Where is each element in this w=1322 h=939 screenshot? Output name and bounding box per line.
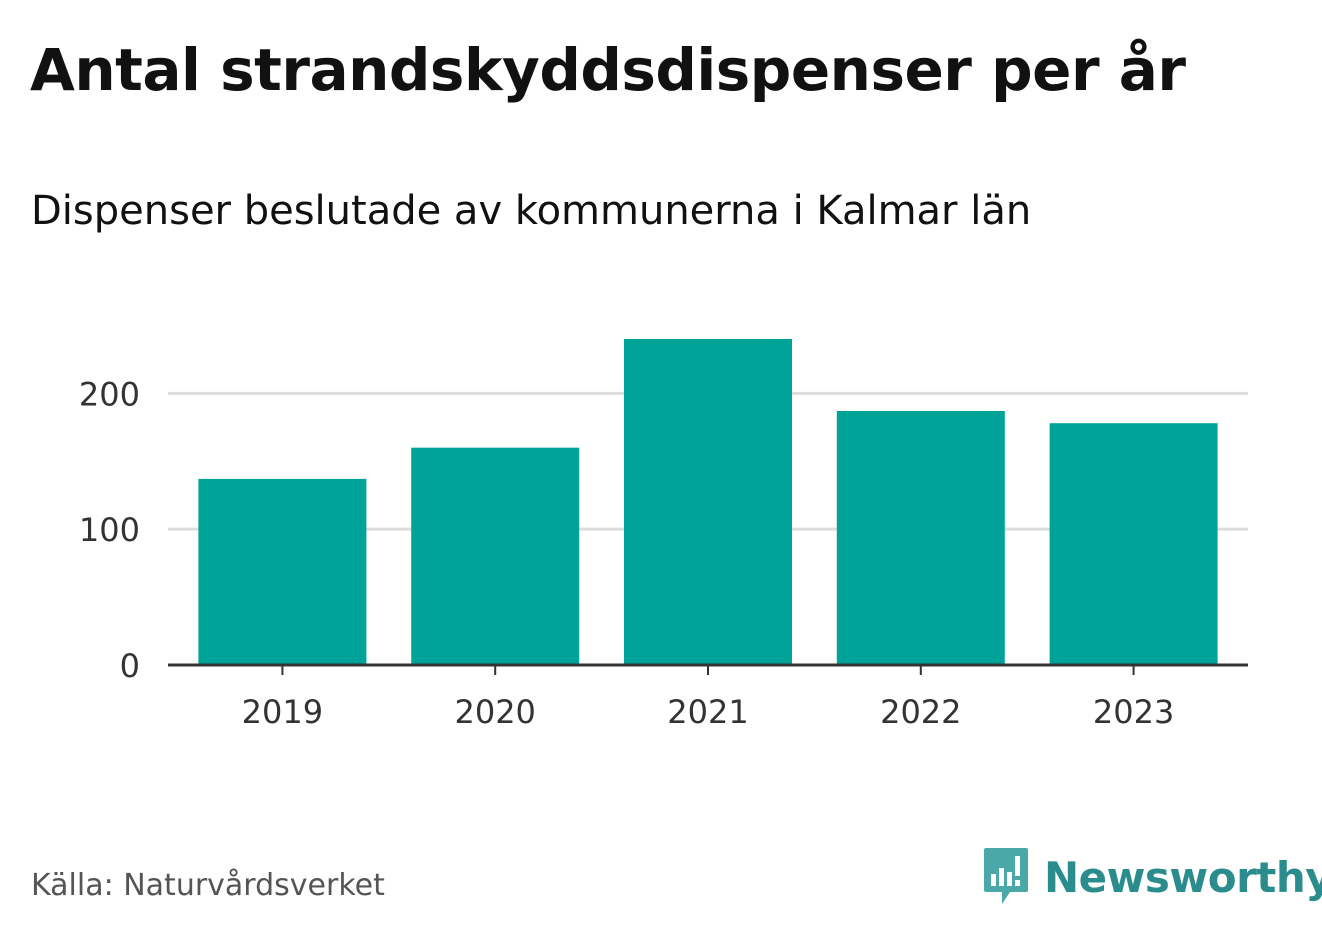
x-tick-label-2019: 2019 bbox=[242, 693, 323, 731]
bar-2020 bbox=[411, 447, 580, 665]
y-tick-label-0: 0 bbox=[120, 647, 140, 685]
brand-logo[interactable]: Newsworthy bbox=[982, 846, 1322, 908]
y-tick-label-200: 200 bbox=[79, 375, 140, 413]
x-tick-label-2023: 2023 bbox=[1093, 693, 1174, 731]
bar-2022 bbox=[836, 410, 1005, 665]
chart-title: Antal strandskyddsdispenser per år bbox=[30, 36, 1186, 104]
chart-subtitle: Dispenser beslutade av kommunerna i Kalm… bbox=[31, 188, 1032, 234]
x-tick-label-2021: 2021 bbox=[667, 693, 748, 731]
brand-name: Newsworthy bbox=[1044, 852, 1322, 902]
x-tick-label-2022: 2022 bbox=[880, 693, 961, 731]
x-tick-label-2020: 2020 bbox=[454, 693, 535, 731]
newsworthy-logo-icon bbox=[984, 848, 1028, 904]
bar-2021 bbox=[624, 339, 792, 665]
bar-2023 bbox=[1049, 423, 1218, 665]
y-tick-label-100: 100 bbox=[79, 511, 140, 549]
bar-chart: 0 100 200 2019 2020 2021 2022 2023 bbox=[79, 339, 1248, 731]
source-label: Källa: Naturvårdsverket bbox=[31, 868, 385, 903]
bar-2019 bbox=[198, 478, 367, 665]
